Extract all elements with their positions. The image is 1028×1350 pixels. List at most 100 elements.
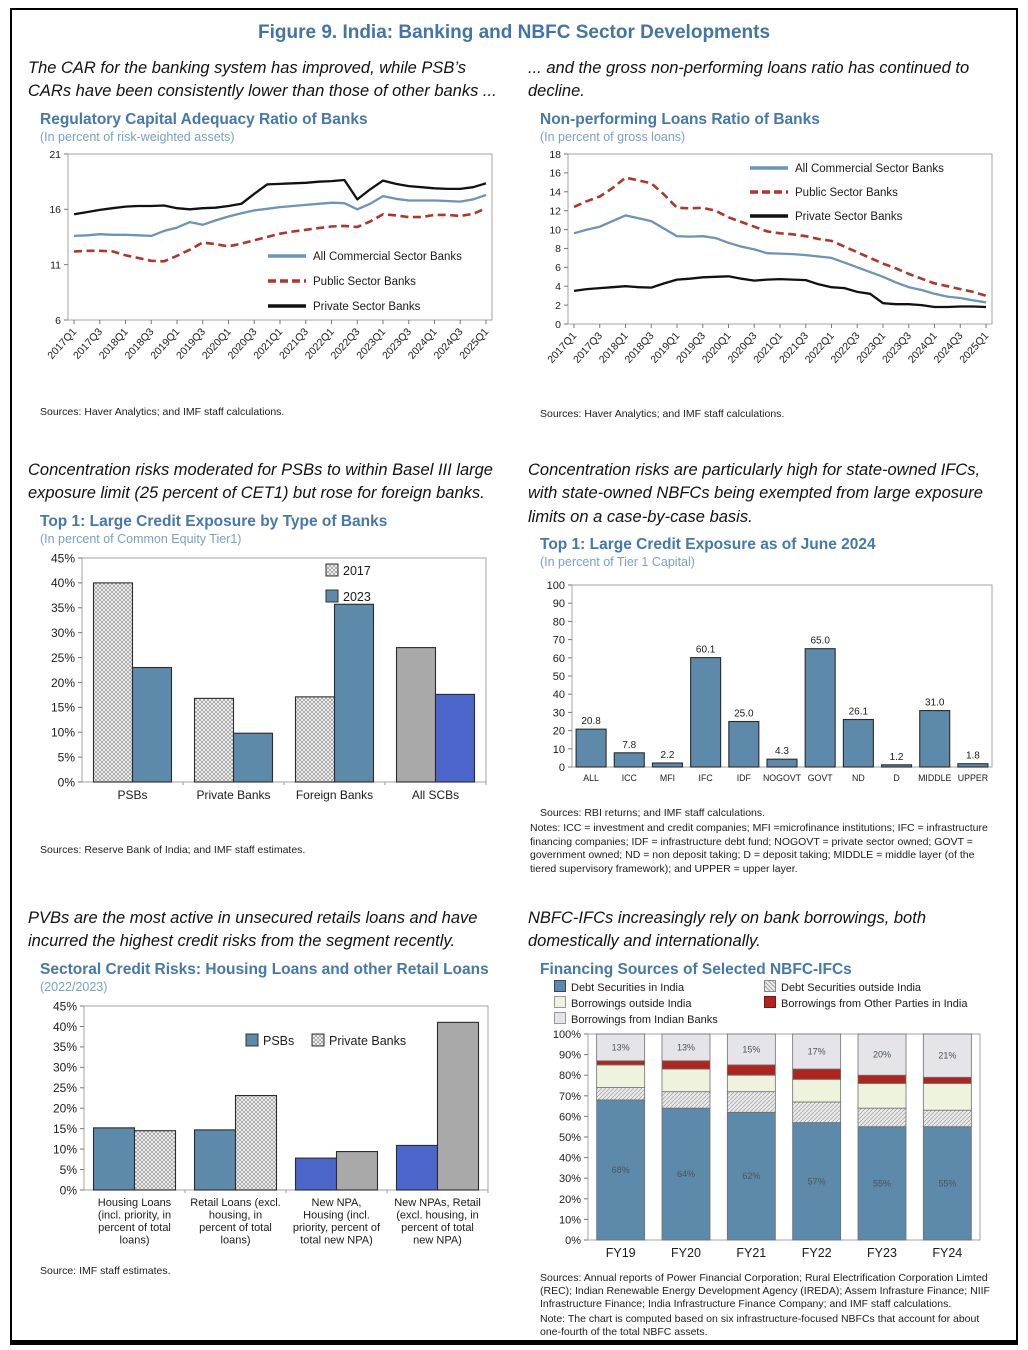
chart-text: 6 [55,315,61,327]
chart-text: 40% [51,576,75,590]
panel-sectoral: PVBs are the most active in unsecured re… [28,898,500,1339]
chart-text: 57% [808,1176,826,1186]
panel-sectoral-source: Source: IMF staff estimates. [40,1264,171,1277]
chart-text: FY21 [736,1246,766,1260]
chart-text: All Commercial Sector Banks [313,251,462,263]
chart-text: 35% [51,601,75,615]
chart-text: 68% [612,1165,630,1175]
chart-text: 45% [53,999,77,1013]
chart-text: ND [852,773,865,783]
chart-text: New NPAs, Retail [394,1197,481,1209]
legend-label: Debt Securities in India [571,981,685,994]
chart-text: Private Banks [329,1034,406,1048]
chart-text: IFC [699,773,714,783]
chart-text: Housing (incl. [303,1209,370,1221]
chart-text: NOGOVT [763,773,802,783]
segment-fy23-steel [857,1126,907,1241]
panel-exposure-nbfc-title: Top 1: Large Credit Exposure as of June … [540,536,876,554]
chart-text: 90 [553,598,565,610]
line-private-sector-banks [73,178,487,216]
bar-new-npa--psbs [294,1157,338,1191]
segment-fy20-steel [661,1107,711,1241]
chart-text: 14 [549,186,561,198]
chart-text: 0 [559,762,565,774]
plot-frame [67,153,493,321]
bar-private-banks-2017 [193,697,235,783]
bar-all-scbs-2017 [395,646,437,783]
chart-text: 4 [555,281,561,293]
chart-text: loans) [221,1234,251,1246]
panel-car-title: Regulatory Capital Adequacy Ratio of Ban… [40,110,368,128]
chart-text: percent of total [98,1222,171,1234]
chart-text: 13% [677,1042,695,1052]
line-private-sector-banks [573,274,987,308]
chart-text: housing, in [209,1209,262,1221]
chart-text: total new NPA) [300,1234,373,1246]
chart-text: loans) [120,1234,150,1246]
segment-fy20-lgray [661,1033,711,1062]
financing-legend: Debt Securities in India Debt Securities… [528,979,1000,1026]
segment-fy20-dot [661,1091,711,1109]
chart-text: 30% [559,1173,581,1185]
chart-text: 25.0 [734,709,754,720]
legend-item-borrowings-indian-banks: Borrowings from Indian Banks [554,1011,764,1026]
chart-text: 2 [555,300,561,312]
panel-grid: The CAR for the banking system has impro… [28,48,1000,1339]
chart-text: Public Sector Banks [313,276,416,288]
chart-text: 30% [53,1060,77,1074]
chart-text: 30% [51,626,75,640]
chart-text: 0% [565,1235,581,1247]
chart-text: ALL [583,773,599,783]
segment-fy21-dot [726,1091,776,1113]
chart-text: 0% [58,775,76,789]
chart-text: All Commercial Sector Banks [795,163,944,175]
chart-text: 60.1 [696,645,716,656]
bar-d [880,764,913,768]
chart-text: 20% [51,676,75,690]
segment-fy19-red [596,1060,646,1066]
segment-fy22-steel [792,1122,842,1241]
panel-exposure-nbfc-subtitle: (In percent of Tier 1 Capital) [540,555,695,570]
bar-foreign-banks-2017 [294,696,336,783]
chart-text: 25% [53,1081,77,1095]
chart-text: percent of total [199,1222,272,1234]
dot-swatch-icon [764,979,776,992]
chart-text: 10% [53,1142,77,1156]
chart-text: 40 [553,689,565,701]
exposure-banks-bar-chart: 0% 5% 10% 15% 20% 25% 30% 35% 40% 45% PSBs Private … [51,551,487,802]
chart-text: 55% [873,1178,891,1188]
chart-text: 20% [53,1101,77,1115]
chart-text: 55% [938,1178,956,1188]
chart-text: All SCBs [412,788,459,802]
chart-text: new NPA) [413,1234,462,1246]
plot-frame [587,1033,981,1241]
panel-sectoral-subtitle: (2022/2023) [40,979,108,994]
panel-exposure-nbfc-source: Sources: RBI returns; and IMF staff calc… [540,807,766,820]
segment-fy24-steel [922,1126,972,1241]
bar-ifc [690,657,722,768]
chart-text: 62% [742,1171,760,1181]
segment-fy24-red [922,1076,972,1084]
chart-text: Retail Loans (excl. [190,1197,281,1209]
bar-all [575,728,607,768]
chart-text: percent of total [401,1222,474,1234]
segment-fy19-lgray [596,1033,646,1062]
chart-text: FY20 [671,1246,701,1260]
panel-exposure-nbfc-description: Concentration risks are particularly hig… [528,461,983,526]
legend-label: Borrowings outside India [571,997,692,1010]
chart-text: 10% [51,725,75,739]
chart-text: (excl. housing, in [396,1209,479,1221]
panel-exposure-banks: Concentration risks moderated for PSBs t… [28,450,500,898]
chart-text: 40% [559,1152,581,1164]
segment-fy21-cream [726,1074,776,1092]
segment-fy20-red [661,1060,711,1070]
chart-text: 0 [555,319,561,331]
panel-exposure-nbfc-notes: Notes: ICC = investment and credit compa… [530,822,988,875]
chart-text: 21% [938,1050,956,1060]
chart-text: 2023 [343,590,371,604]
segment-fy23-red [857,1074,907,1084]
segment-fy19-dot [596,1087,646,1101]
chart-text: FY19 [606,1246,636,1260]
chart-text: 70% [559,1091,581,1103]
